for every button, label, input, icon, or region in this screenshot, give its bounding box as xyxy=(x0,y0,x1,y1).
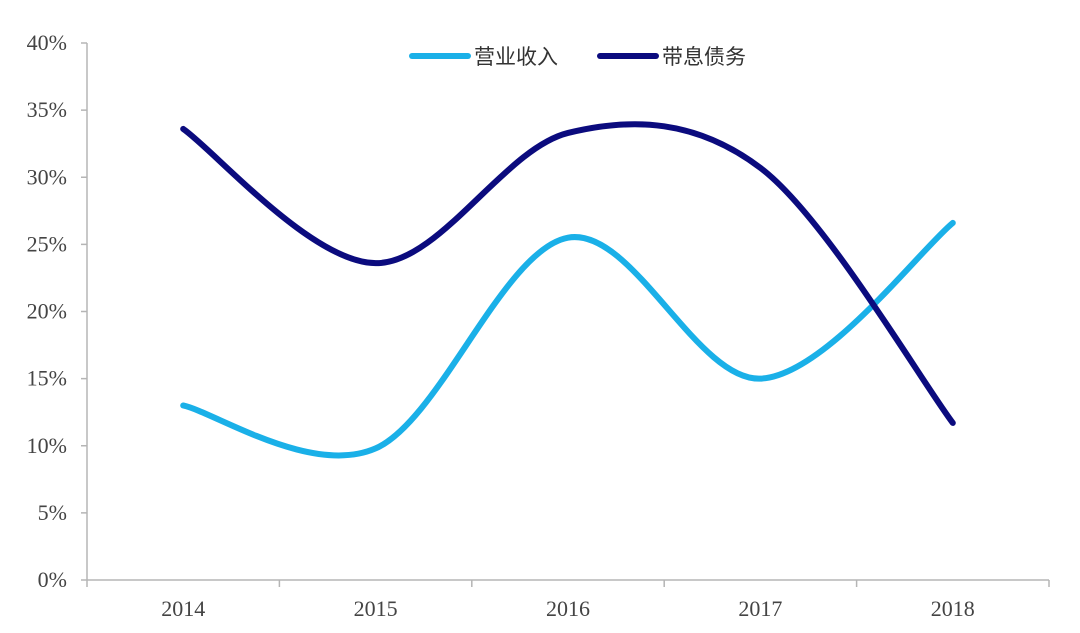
axes xyxy=(86,43,1049,581)
y-tick-label: 40% xyxy=(27,30,67,55)
series-line-1 xyxy=(180,219,956,459)
x-tick-label: 2018 xyxy=(931,596,975,621)
legend: 营业收入 带息债务 xyxy=(409,45,746,69)
y-tick-label: 0% xyxy=(38,567,67,592)
x-tick-label: 2014 xyxy=(161,596,205,621)
series-line-2 xyxy=(180,121,956,426)
y-tick-label: 20% xyxy=(27,299,67,324)
y-tick-label: 15% xyxy=(27,366,67,391)
series-lines xyxy=(180,121,956,459)
y-tick-label: 5% xyxy=(38,500,67,525)
y-tick-label: 35% xyxy=(27,97,67,122)
x-axis-ticks: 2014 2015 2016 2017 2018 xyxy=(86,580,1050,621)
y-tick-label: 25% xyxy=(27,231,67,256)
y-axis-ticks: 0% 5% 10% 15% 20% 25% 30% 35% 40% xyxy=(27,30,87,592)
legend-label-2: 带息债务 xyxy=(662,45,746,69)
x-tick-label: 2016 xyxy=(546,596,590,621)
x-tick-label: 2017 xyxy=(738,596,782,621)
legend-label-1: 营业收入 xyxy=(474,45,558,69)
x-tick-label: 2015 xyxy=(354,596,398,621)
y-tick-label: 10% xyxy=(27,433,67,458)
y-tick-label: 30% xyxy=(27,164,67,189)
